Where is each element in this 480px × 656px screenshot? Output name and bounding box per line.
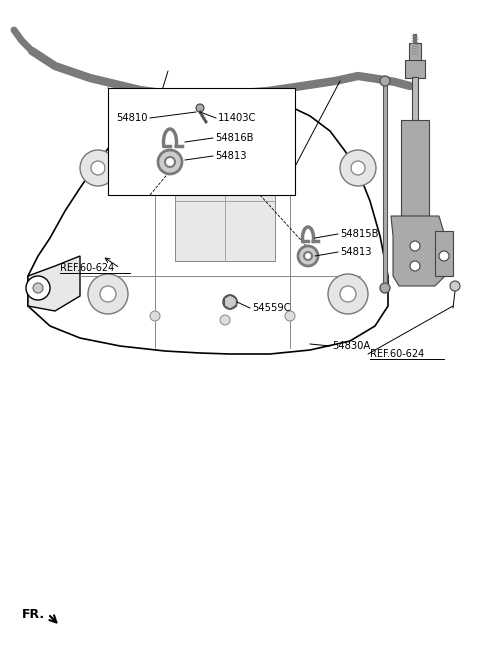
Circle shape <box>33 283 43 293</box>
Circle shape <box>91 161 105 175</box>
Bar <box>383 81 387 288</box>
Bar <box>412 77 418 121</box>
Text: REF.60-624: REF.60-624 <box>370 349 424 359</box>
Circle shape <box>298 246 318 266</box>
Circle shape <box>220 121 230 131</box>
Circle shape <box>196 104 204 112</box>
Circle shape <box>340 150 376 186</box>
Text: 54816B: 54816B <box>215 133 253 143</box>
Circle shape <box>80 150 116 186</box>
Text: 54813: 54813 <box>215 151 247 161</box>
Text: FR.: FR. <box>22 607 45 621</box>
Circle shape <box>410 241 420 251</box>
Text: 54813: 54813 <box>340 247 372 257</box>
Text: 54559C: 54559C <box>252 303 290 313</box>
Circle shape <box>285 311 295 321</box>
Bar <box>175 141 275 261</box>
Circle shape <box>340 286 356 302</box>
Circle shape <box>410 261 420 271</box>
Polygon shape <box>391 216 445 286</box>
Bar <box>405 60 425 78</box>
Circle shape <box>380 76 390 86</box>
Circle shape <box>304 252 312 260</box>
Circle shape <box>328 274 368 314</box>
Circle shape <box>150 311 160 321</box>
Text: 54815B: 54815B <box>340 229 379 239</box>
Circle shape <box>150 131 160 141</box>
Circle shape <box>100 286 116 302</box>
Circle shape <box>439 251 449 261</box>
Circle shape <box>380 283 390 293</box>
Circle shape <box>351 161 365 175</box>
Bar <box>108 88 295 195</box>
Text: 54830A: 54830A <box>332 341 370 351</box>
Circle shape <box>165 157 175 167</box>
Polygon shape <box>28 96 388 354</box>
Polygon shape <box>28 256 80 311</box>
Circle shape <box>450 281 460 291</box>
Bar <box>409 43 421 61</box>
Bar <box>401 120 429 216</box>
Circle shape <box>158 150 182 174</box>
Text: REF.60-624: REF.60-624 <box>60 263 114 273</box>
Circle shape <box>88 274 128 314</box>
Text: 11403C: 11403C <box>218 113 256 123</box>
Circle shape <box>285 131 295 141</box>
Bar <box>435 231 453 276</box>
Circle shape <box>26 276 50 300</box>
Circle shape <box>220 315 230 325</box>
Text: 54810: 54810 <box>117 113 148 123</box>
Circle shape <box>223 295 237 309</box>
